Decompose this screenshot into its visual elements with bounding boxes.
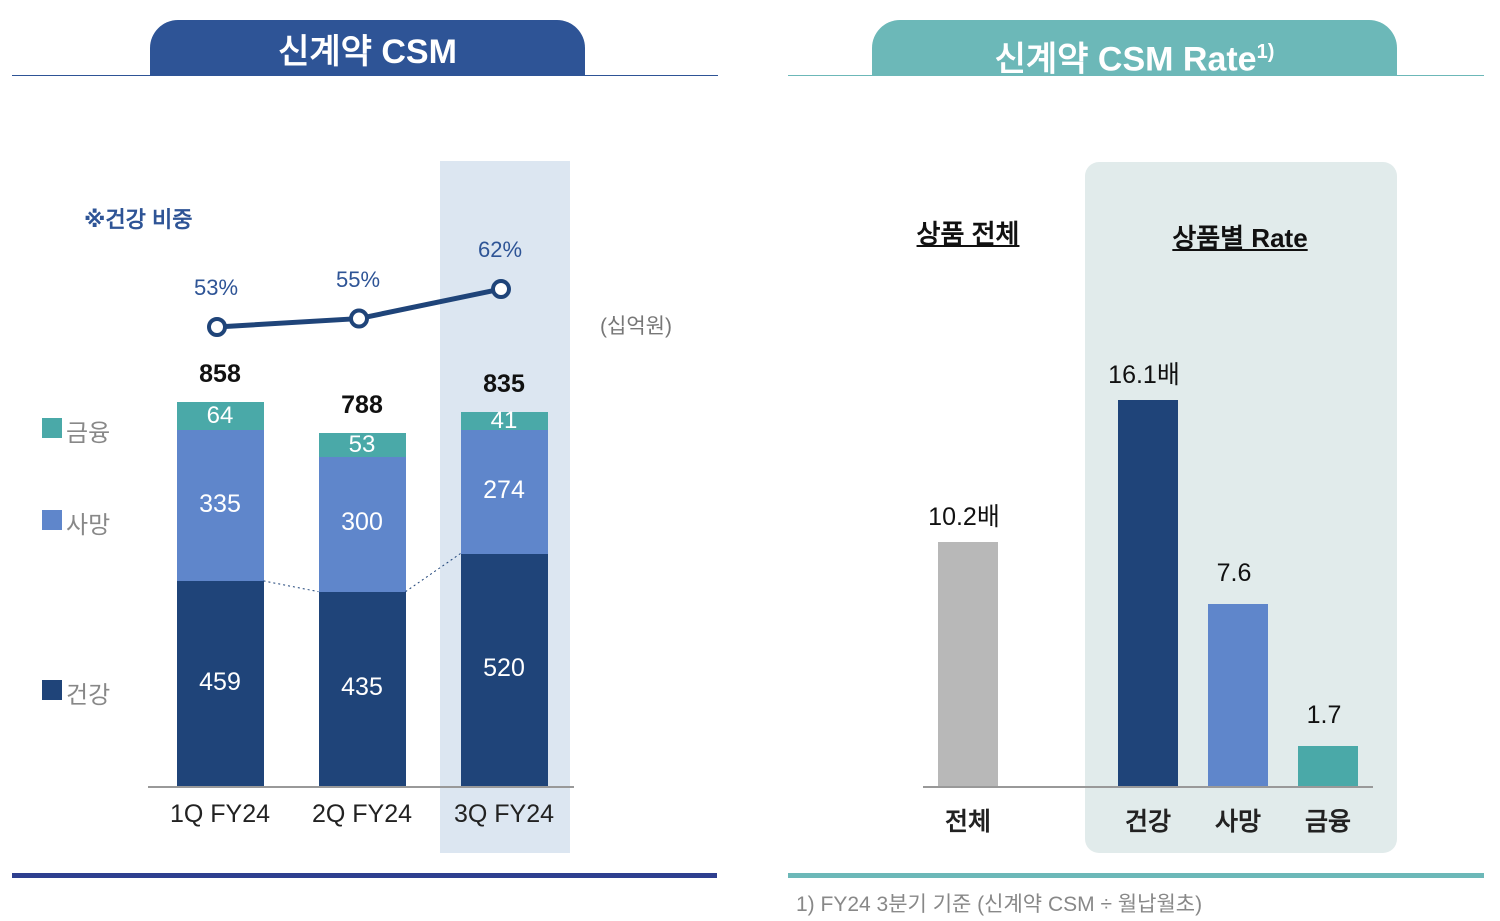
health-share-point-2 <box>349 308 369 329</box>
health-share-note: ※건강 비중 <box>84 207 193 232</box>
right-header-divider <box>788 75 1484 76</box>
right-title-text: 신계약 CSM Rate <box>994 40 1257 79</box>
health-share-point-3 <box>491 279 511 300</box>
rate-bar-health <box>1118 399 1178 787</box>
bar-finance-3 <box>460 412 548 431</box>
bar-health-1 <box>176 580 264 787</box>
footnote: 1) FY24 3분기 기준 (신계약 CSM ÷ 월납월초) <box>796 893 1203 916</box>
bar-finance-2 <box>318 433 406 457</box>
label-finance-2: 53 <box>348 431 376 459</box>
legend-label-finance: 금융 <box>66 420 111 447</box>
health-share-label-1: 53% <box>193 275 239 300</box>
rate-label-health: 16.1배 <box>1108 360 1180 389</box>
right-panel-title: 신계약 CSM Rate1) <box>872 20 1397 79</box>
label-death-3: 274 <box>483 476 525 504</box>
health-share-point-1 <box>207 317 227 337</box>
label-health-2: 435 <box>341 673 383 702</box>
health-share-label-3: 62% <box>477 237 523 263</box>
bar-death-2 <box>318 456 406 592</box>
right-title-footnote-mark: 1) <box>1256 41 1275 63</box>
bar-death-3 <box>460 430 548 554</box>
rate-x-tick-finance: 금융 <box>1304 808 1352 836</box>
left-panel-title: 신계약 CSM <box>150 20 585 76</box>
rate-bar-finance <box>1298 746 1358 787</box>
bar-finance-1 <box>176 401 264 431</box>
rate-bar-all <box>938 541 998 787</box>
left-header-divider <box>12 75 718 76</box>
bar-health-2 <box>318 591 406 787</box>
rate-label-finance: 1.7 <box>1306 701 1342 730</box>
unit-label: (십억원) <box>600 315 672 338</box>
left-footer-rule <box>12 873 717 878</box>
label-death-2: 300 <box>341 508 383 537</box>
rate-x-tick-health: 건강 <box>1124 808 1172 836</box>
health-connector-2 <box>405 553 461 593</box>
x-tick-2: 2Q FY24 <box>311 800 413 828</box>
rate-x-tick-all: 전체 <box>944 808 992 836</box>
rate-label-death: 7.6 <box>1216 559 1252 588</box>
rate-x-tick-death: 사망 <box>1214 808 1262 836</box>
legend-swatch-finance <box>42 418 62 438</box>
x-tick-1: 1Q FY24 <box>169 800 271 828</box>
rate-label-all: 10.2배 <box>928 502 1000 531</box>
group-label-all: 상품 전체 <box>916 219 1020 249</box>
health-share-line-chart <box>207 279 511 593</box>
label-finance-1: 64 <box>206 402 234 430</box>
label-health-3: 520 <box>483 654 525 683</box>
label-finance-3: 41 <box>490 407 518 435</box>
label-health-1: 459 <box>199 667 241 696</box>
legend-label-death: 사망 <box>66 512 111 539</box>
right-footer-rule <box>788 873 1484 878</box>
legend-swatch-health <box>42 680 62 700</box>
total-label-3: 835 <box>483 370 525 399</box>
legend-swatch-death <box>42 510 62 530</box>
health-share-label-2: 55% <box>335 266 381 292</box>
left-x-axis <box>148 786 574 788</box>
label-death-1: 335 <box>199 489 241 518</box>
rate-bar-death <box>1208 604 1268 787</box>
total-label-2: 788 <box>341 391 383 420</box>
legend-label-health: 건강 <box>66 682 111 709</box>
right-x-axis <box>923 786 1373 788</box>
group-label-by-product: 상품별 Rate <box>1172 223 1308 253</box>
x-tick-3: 3Q FY24 <box>453 800 555 828</box>
health-connector-1 <box>263 580 319 593</box>
bar-health-3 <box>460 553 548 787</box>
bar-death-1 <box>176 430 264 581</box>
total-label-1: 858 <box>199 359 241 388</box>
